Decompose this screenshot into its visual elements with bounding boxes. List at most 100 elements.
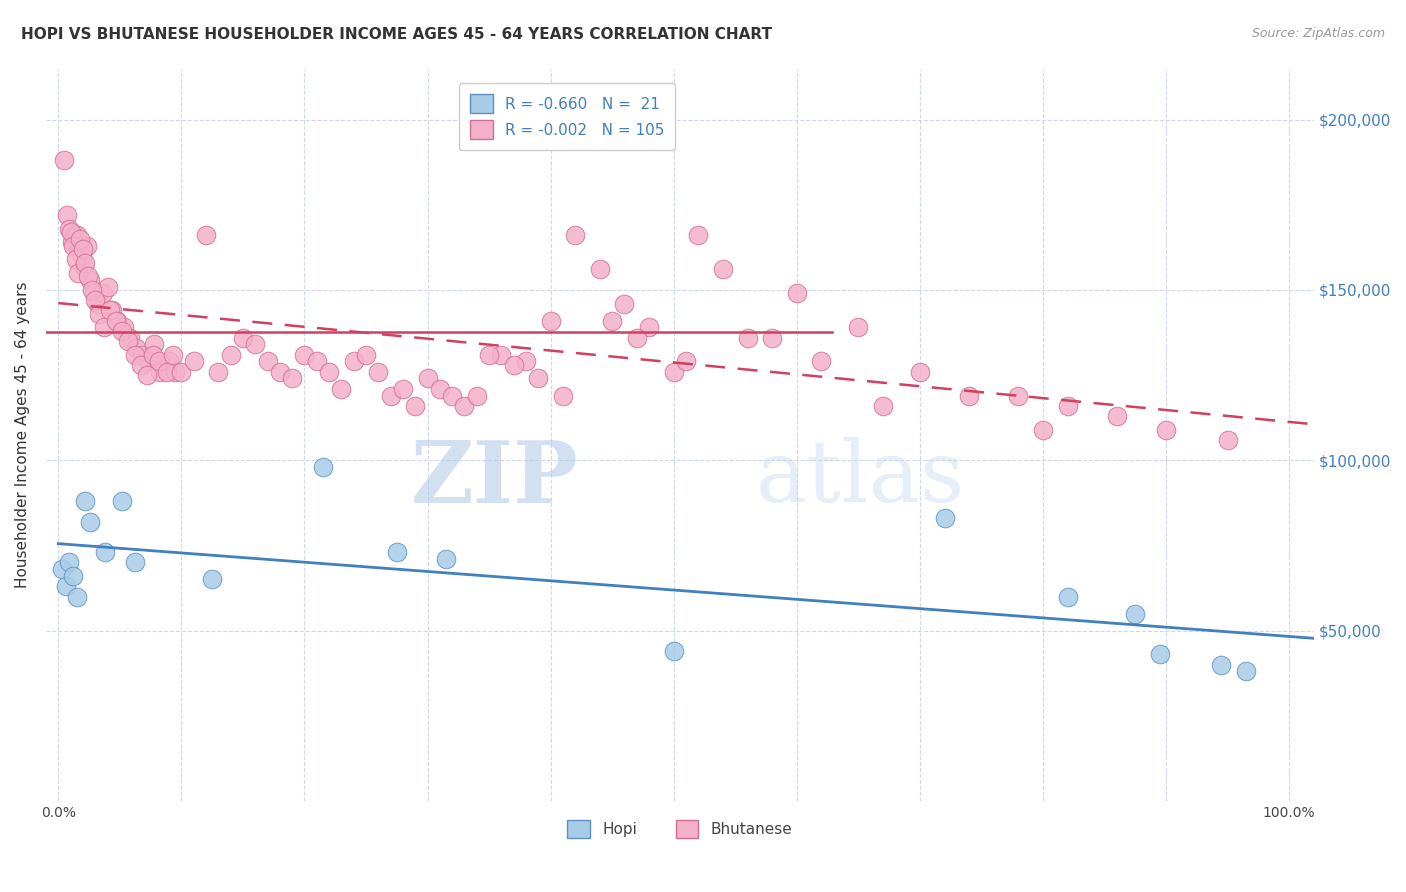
Point — [157, 354, 180, 368]
Point — [62, 569, 84, 583]
Point — [149, 365, 172, 379]
Legend: Hopi, Bhutanese: Hopi, Bhutanese — [561, 814, 799, 845]
Point — [1056, 590, 1078, 604]
Point — [170, 365, 193, 379]
Point — [1105, 409, 1128, 423]
Point — [129, 358, 152, 372]
Point — [269, 365, 291, 379]
Point — [675, 354, 697, 368]
Point — [453, 399, 475, 413]
Point — [219, 348, 242, 362]
Point — [155, 365, 177, 379]
Point — [143, 337, 166, 351]
Point — [63, 228, 86, 243]
Point — [111, 324, 134, 338]
Point — [737, 330, 759, 344]
Point — [564, 228, 586, 243]
Point — [66, 266, 89, 280]
Point — [392, 382, 415, 396]
Point — [112, 320, 135, 334]
Point — [59, 225, 82, 239]
Point — [429, 382, 451, 396]
Text: Source: ZipAtlas.com: Source: ZipAtlas.com — [1251, 27, 1385, 40]
Point — [343, 354, 366, 368]
Point — [662, 365, 685, 379]
Point — [613, 296, 636, 310]
Point — [294, 348, 316, 362]
Point — [105, 313, 128, 327]
Point — [385, 545, 408, 559]
Point — [51, 562, 73, 576]
Point — [70, 249, 93, 263]
Point — [1216, 433, 1239, 447]
Point — [124, 556, 146, 570]
Point — [638, 320, 661, 334]
Point — [491, 348, 513, 362]
Point — [124, 348, 146, 362]
Point — [232, 330, 254, 344]
Point — [75, 255, 97, 269]
Point — [111, 494, 134, 508]
Point — [73, 259, 96, 273]
Point — [195, 228, 218, 243]
Point — [84, 293, 107, 307]
Point — [142, 348, 165, 362]
Point — [75, 494, 97, 508]
Point — [367, 365, 389, 379]
Point — [1007, 388, 1029, 402]
Point — [117, 334, 139, 348]
Point — [96, 279, 118, 293]
Point — [60, 235, 83, 250]
Point — [810, 354, 832, 368]
Point — [83, 286, 105, 301]
Point — [934, 511, 956, 525]
Point — [183, 354, 205, 368]
Point — [872, 399, 894, 413]
Point — [441, 388, 464, 402]
Point — [1123, 607, 1146, 621]
Point — [79, 273, 101, 287]
Point — [957, 388, 980, 402]
Point — [66, 228, 89, 243]
Point — [58, 556, 80, 570]
Point — [87, 307, 110, 321]
Point — [165, 365, 187, 379]
Point — [908, 365, 931, 379]
Point — [626, 330, 648, 344]
Point — [135, 368, 157, 383]
Point — [404, 399, 426, 413]
Point — [76, 269, 98, 284]
Point — [91, 286, 114, 301]
Point — [662, 644, 685, 658]
Point — [711, 262, 734, 277]
Point — [846, 320, 869, 334]
Point — [131, 348, 153, 362]
Point — [354, 348, 377, 362]
Point — [318, 365, 340, 379]
Point — [330, 382, 353, 396]
Point — [55, 579, 77, 593]
Point — [201, 573, 224, 587]
Point — [1234, 665, 1257, 679]
Point — [101, 303, 124, 318]
Point — [786, 286, 808, 301]
Point — [72, 242, 94, 256]
Point — [589, 262, 612, 277]
Text: ZIP: ZIP — [411, 437, 578, 521]
Point — [162, 348, 184, 362]
Point — [256, 354, 278, 368]
Point — [56, 208, 79, 222]
Point — [62, 238, 84, 252]
Point — [551, 388, 574, 402]
Point — [416, 371, 439, 385]
Point — [1032, 423, 1054, 437]
Point — [478, 348, 501, 362]
Point — [688, 228, 710, 243]
Point — [148, 354, 170, 368]
Point — [93, 320, 115, 334]
Text: HOPI VS BHUTANESE HOUSEHOLDER INCOME AGES 45 - 64 YEARS CORRELATION CHART: HOPI VS BHUTANESE HOUSEHOLDER INCOME AGE… — [21, 27, 772, 42]
Point — [1211, 657, 1233, 672]
Point — [527, 371, 550, 385]
Point — [98, 303, 121, 318]
Point — [69, 232, 91, 246]
